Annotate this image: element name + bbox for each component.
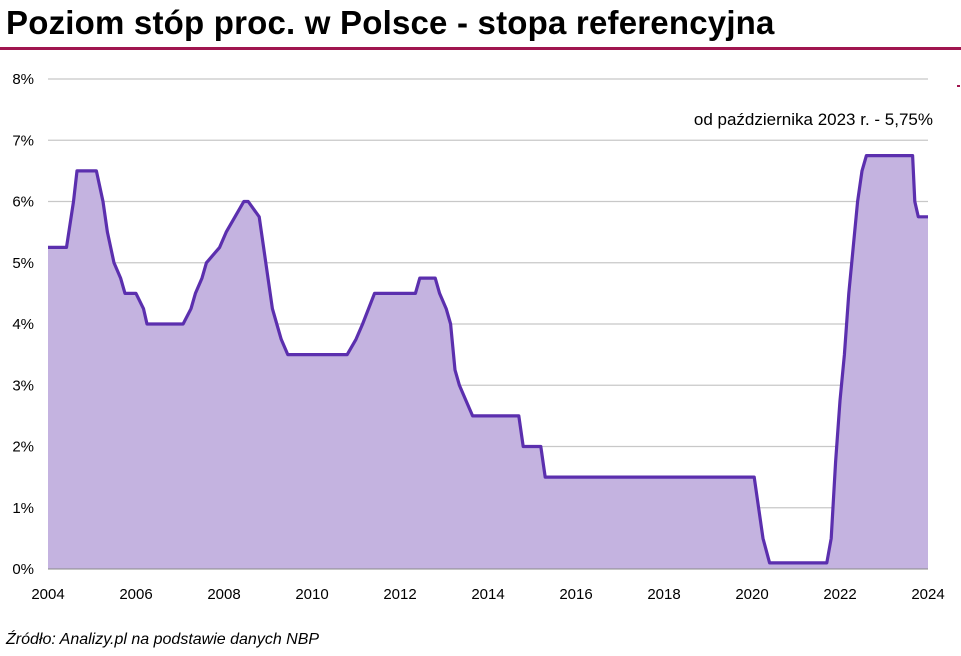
title-underline — [0, 47, 961, 50]
x-tick-label: 2010 — [295, 586, 328, 603]
x-tick-label: 2014 — [471, 586, 504, 603]
chart-title: Poziom stóp proc. w Polsce - stopa refer… — [6, 4, 775, 41]
x-tick-label: 2012 — [383, 586, 416, 603]
source-note: Źródło: Analizy.pl na podstawie danych N… — [6, 631, 320, 648]
series-line — [48, 154, 928, 565]
rate-annotation: od października 2023 r. - 5,75% — [694, 110, 933, 129]
y-tick-label: 7% — [12, 132, 34, 149]
corner-mark — [957, 85, 960, 87]
x-tick-label: 2018 — [647, 586, 680, 603]
x-tick-label: 2006 — [119, 586, 152, 603]
y-tick-label: 0% — [12, 561, 34, 578]
y-tick-label: 8% — [12, 71, 34, 88]
x-axis-ticks: 2004 2006 2008 2010 2012 2014 2016 2018 2020 2022… — [31, 586, 944, 603]
x-tick-label: 2022 — [823, 586, 856, 603]
y-tick-label: 1% — [12, 500, 34, 517]
x-tick-label: 2016 — [559, 586, 592, 603]
x-tick-label: 2008 — [207, 586, 240, 603]
x-tick-label: 2004 — [31, 586, 64, 603]
y-tick-label: 2% — [12, 439, 34, 456]
y-tick-label: 5% — [12, 255, 34, 272]
x-tick-label: 2024 — [911, 586, 944, 603]
y-axis-ticks: 0% 1% 2% 3% 4% 5% 6% 7% 8% — [12, 71, 34, 578]
series-area-fill — [48, 155, 928, 569]
y-tick-label: 3% — [12, 377, 34, 394]
chart-area: 0%1%2%3%4%5%6%7%8% 2004 2006 2008 2010 2012 2… — [12, 71, 944, 603]
y-tick-label: 6% — [12, 194, 34, 211]
y-tick-label: 4% — [12, 316, 34, 333]
x-tick-label: 2020 — [735, 586, 768, 603]
